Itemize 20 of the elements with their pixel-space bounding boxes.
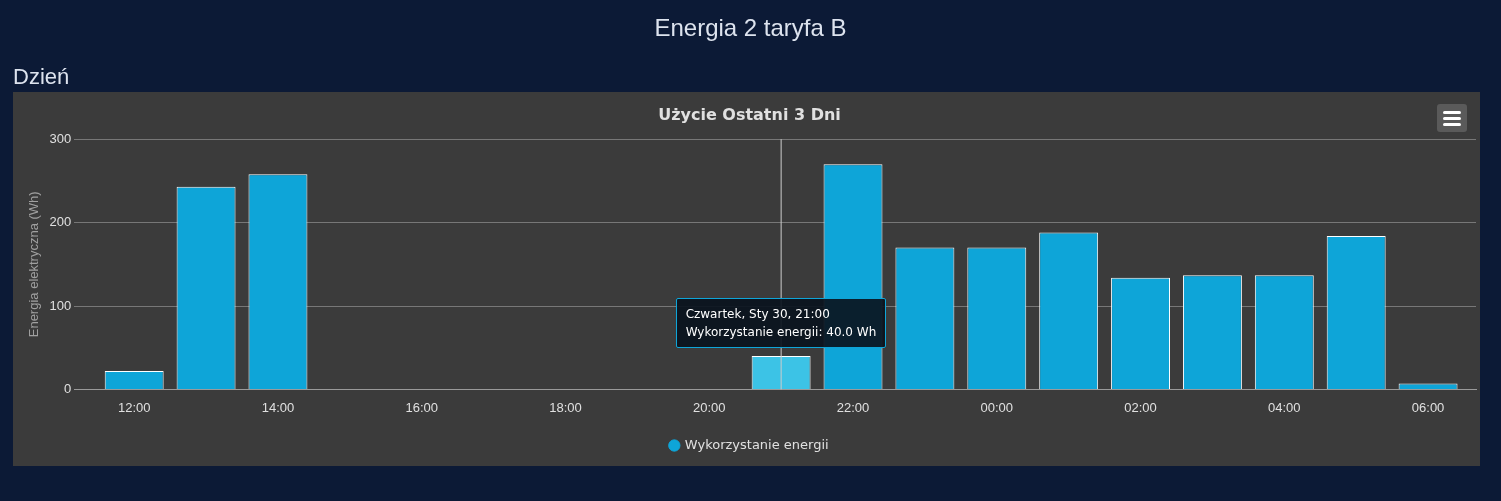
x-tick-label: 18:00 (549, 399, 582, 415)
legend-label: Wykorzystanie energii (684, 436, 829, 452)
x-tick-label: 20:00 (692, 399, 726, 415)
x-tick-label: 22:00 (836, 399, 870, 415)
x-tick-label: 14:00 (261, 399, 295, 415)
text: Dzień (13, 64, 70, 90)
annotation: Czwartek, Sty 30, 21:00 Wykorzystanie energii: 40.0 Wh (675, 298, 887, 349)
x-tick-label: 06:00 (1411, 399, 1445, 415)
y-axis-title: Energia elektryczna (Wh) (26, 191, 42, 338)
y-tick-label: 0 (64, 380, 72, 396)
text: Energia 2 taryfa B (653, 14, 848, 42)
x-tick-label: 02:00 (1124, 399, 1157, 415)
x-tick-label: 16:00 (405, 399, 438, 415)
x-tick-label: 12:00 (117, 399, 151, 415)
y-tick-label: 200 (49, 214, 72, 230)
y-tick-label: 100 (49, 297, 72, 313)
x-tick-label: 04:00 (1268, 399, 1301, 415)
x-tick-label: 00:00 (980, 399, 1014, 415)
y-tick-label: 300 (49, 130, 72, 146)
chart-title: Użycie Ostatni 3 Dni (658, 104, 841, 124)
